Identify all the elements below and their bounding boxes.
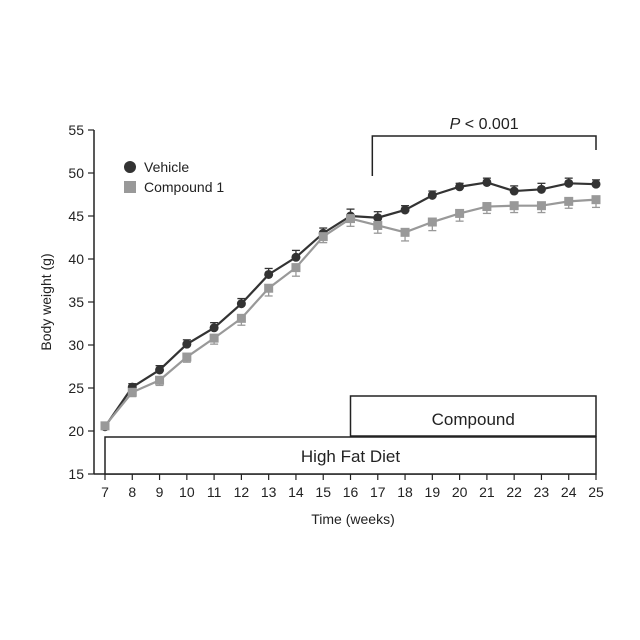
y-tick-label: 15: [68, 466, 84, 482]
x-tick-label: 25: [588, 484, 604, 500]
x-tick-label: 14: [288, 484, 304, 500]
x-tick-label: 10: [179, 484, 195, 500]
x-tick-label: 16: [343, 484, 359, 500]
x-tick-label: 24: [561, 484, 577, 500]
data-point-vehicle: [537, 185, 546, 194]
x-tick-label: 17: [370, 484, 386, 500]
x-tick-label: 12: [234, 484, 250, 500]
x-tick-label: 9: [156, 484, 164, 500]
data-point-vehicle: [401, 205, 410, 214]
p-symbol: P: [450, 116, 461, 133]
x-tick-label: 22: [506, 484, 522, 500]
y-tick-label: 25: [68, 380, 84, 396]
data-point-compound-1: [428, 218, 437, 227]
data-point-compound-1: [291, 263, 300, 272]
legend-marker-compound-1: [124, 181, 136, 193]
plot-area: [101, 178, 601, 431]
legend-label-compound-1: Compound 1: [144, 179, 224, 195]
data-point-vehicle: [455, 182, 464, 191]
data-point-compound-1: [510, 201, 519, 210]
data-point-vehicle: [210, 323, 219, 332]
data-point-compound-1: [155, 376, 164, 385]
y-tick-label: 40: [68, 251, 84, 267]
data-point-compound-1: [128, 388, 137, 397]
x-tick-label: 20: [452, 484, 468, 500]
y-tick-label: 45: [68, 208, 84, 224]
x-tick-label: 7: [101, 484, 109, 500]
series-line-compound-1: [105, 200, 596, 426]
data-point-vehicle: [373, 213, 382, 222]
high-fat-diet-bar-label: High Fat Diet: [301, 447, 400, 466]
treatment-bars: Compound High Fat Diet: [105, 396, 596, 474]
y-axis-title: Body weight (g): [38, 253, 54, 350]
data-point-compound-1: [210, 334, 219, 343]
x-tick-label: 21: [479, 484, 495, 500]
data-point-vehicle: [182, 340, 191, 349]
x-tick-label: 8: [128, 484, 136, 500]
data-point-compound-1: [537, 201, 546, 210]
data-point-vehicle: [564, 179, 573, 188]
x-tick-label: 23: [534, 484, 550, 500]
x-tick-label: 15: [315, 484, 331, 500]
data-point-vehicle: [482, 178, 491, 187]
data-point-compound-1: [182, 353, 191, 362]
data-point-vehicle: [291, 253, 300, 262]
data-point-vehicle: [264, 270, 273, 279]
legend-label-vehicle: Vehicle: [144, 159, 189, 175]
data-point-vehicle: [237, 299, 246, 308]
data-point-vehicle: [155, 365, 164, 374]
data-point-compound-1: [101, 421, 110, 430]
legend-marker-vehicle: [124, 161, 136, 173]
y-tick-label: 20: [68, 423, 84, 439]
data-point-compound-1: [319, 232, 328, 241]
x-tick-label: 13: [261, 484, 277, 500]
y-tick-label: 30: [68, 337, 84, 353]
significance-label: P < 0.001: [450, 116, 519, 133]
compound-bar-label: Compound: [432, 410, 515, 429]
y-tick-label: 50: [68, 165, 84, 181]
x-tick-label: 18: [397, 484, 413, 500]
series-compound-1: [101, 195, 601, 430]
data-point-vehicle: [428, 191, 437, 200]
p-value: < 0.001: [460, 116, 518, 133]
data-point-compound-1: [482, 202, 491, 211]
x-axis-title: Time (weeks): [311, 511, 395, 527]
data-point-compound-1: [592, 195, 601, 204]
y-tick-label: 55: [68, 122, 84, 138]
significance-annotation: P < 0.001: [372, 116, 596, 176]
data-point-compound-1: [455, 209, 464, 218]
data-point-compound-1: [264, 284, 273, 293]
data-point-compound-1: [401, 228, 410, 237]
data-point-compound-1: [373, 221, 382, 230]
significance-bracket: [372, 136, 596, 176]
data-point-compound-1: [346, 214, 355, 223]
data-point-vehicle: [510, 187, 519, 196]
x-tick-label: 19: [425, 484, 441, 500]
legend: Vehicle Compound 1: [124, 159, 224, 195]
y-tick-label: 35: [68, 294, 84, 310]
data-point-compound-1: [564, 197, 573, 206]
x-tick-label: 11: [207, 484, 222, 500]
data-point-compound-1: [237, 314, 246, 323]
data-point-vehicle: [592, 180, 601, 189]
